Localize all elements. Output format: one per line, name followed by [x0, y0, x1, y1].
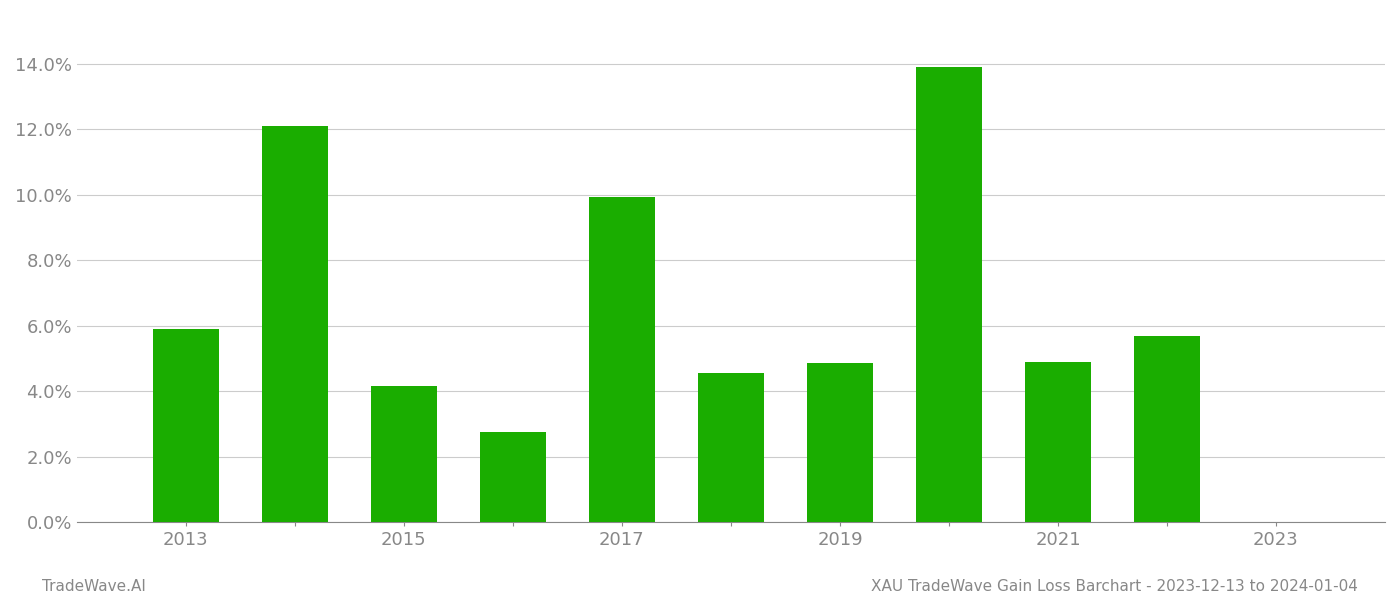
Bar [589, 197, 655, 522]
Bar [1134, 335, 1200, 522]
Text: XAU TradeWave Gain Loss Barchart - 2023-12-13 to 2024-01-04: XAU TradeWave Gain Loss Barchart - 2023-… [871, 579, 1358, 594]
Bar [371, 386, 437, 522]
Text: TradeWave.AI: TradeWave.AI [42, 579, 146, 594]
Bar [153, 329, 218, 522]
Bar [1025, 362, 1091, 522]
Bar [916, 67, 981, 522]
Bar [480, 432, 546, 522]
Bar [699, 373, 763, 522]
Bar [808, 364, 872, 522]
Bar [262, 126, 328, 522]
